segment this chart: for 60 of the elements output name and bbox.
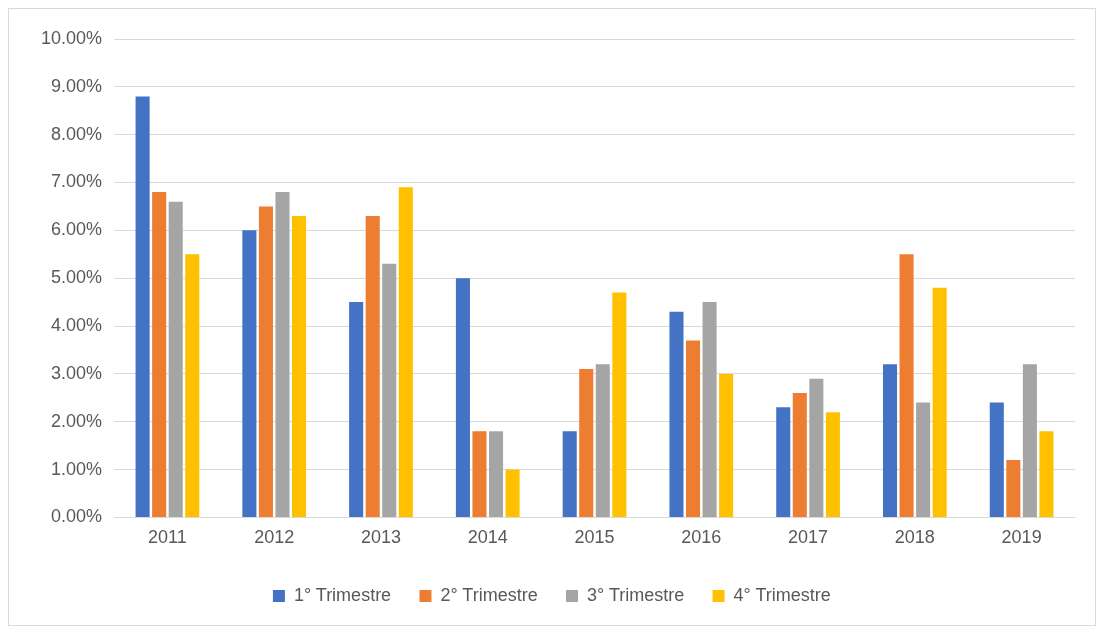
y-tick-label: 3.00% xyxy=(51,362,103,383)
bar xyxy=(275,192,290,517)
x-tick-label: 2016 xyxy=(681,527,722,548)
y-tick-label: 8.00% xyxy=(51,123,103,144)
x-tick-label: 2017 xyxy=(788,527,829,548)
bar xyxy=(932,287,947,517)
bar xyxy=(488,431,504,517)
y-tick-label: 4.00% xyxy=(51,315,103,336)
bar xyxy=(1006,459,1021,517)
x-tick-label: 2013 xyxy=(360,527,401,548)
bar xyxy=(719,373,734,517)
y-tick-label: 9.00% xyxy=(51,75,103,96)
bar xyxy=(365,216,380,517)
bar xyxy=(776,407,791,517)
bar xyxy=(669,311,684,517)
bar xyxy=(809,378,824,517)
y-tick-label: 0.00% xyxy=(51,506,103,527)
bar xyxy=(595,364,610,517)
bar xyxy=(792,393,807,517)
legend-label: 2° Trimestre xyxy=(440,584,538,605)
bar xyxy=(152,192,167,517)
bar xyxy=(702,302,717,517)
bar xyxy=(1039,431,1054,517)
y-tick-label: 2.00% xyxy=(51,410,103,431)
y-tick-label: 5.00% xyxy=(51,267,103,288)
bar xyxy=(185,254,200,517)
y-tick-label: 10.00% xyxy=(40,27,103,48)
bar xyxy=(1022,364,1037,517)
x-tick-label: 2012 xyxy=(254,527,295,548)
bar xyxy=(382,263,397,517)
bar xyxy=(989,402,1004,517)
bar xyxy=(899,254,914,517)
bar xyxy=(258,206,273,517)
x-tick-label: 2011 xyxy=(148,527,187,548)
y-tick-label: 1.00% xyxy=(51,458,103,479)
x-tick-label: 2015 xyxy=(574,527,615,548)
x-tick-label: 2019 xyxy=(1001,527,1042,548)
y-tick-label: 6.00% xyxy=(51,219,103,240)
bar xyxy=(472,431,487,517)
bar xyxy=(685,340,701,517)
bar xyxy=(825,412,840,517)
bar xyxy=(242,230,257,517)
bar xyxy=(292,216,307,517)
legend-label: 3° Trimestre xyxy=(587,584,685,605)
bar xyxy=(455,278,470,517)
bar xyxy=(168,201,183,517)
bar xyxy=(882,364,898,517)
bar xyxy=(562,431,577,517)
bar xyxy=(349,302,364,517)
bar xyxy=(135,96,150,517)
legend-label: 1° Trimestre xyxy=(293,584,392,605)
bar xyxy=(505,469,520,517)
legend-label: 4° Trimestre xyxy=(733,584,831,605)
x-tick-label: 2014 xyxy=(467,527,508,548)
x-tick-label: 2018 xyxy=(894,527,935,548)
bar xyxy=(612,292,627,517)
y-tick-label: 7.00% xyxy=(51,171,103,192)
bar xyxy=(579,369,594,517)
bar xyxy=(398,187,413,517)
bar xyxy=(916,402,931,517)
